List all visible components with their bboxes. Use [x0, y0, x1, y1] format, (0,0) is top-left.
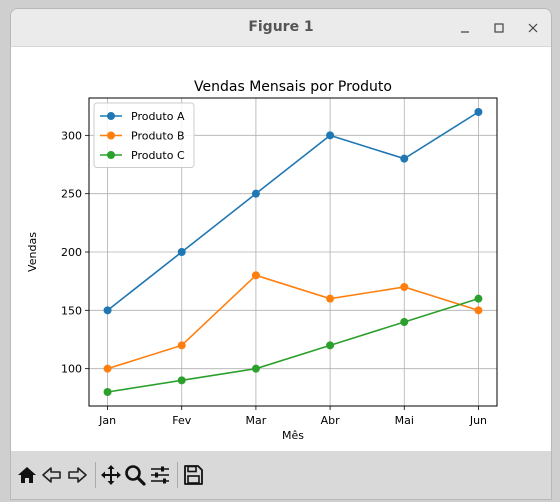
data-point [400, 154, 409, 163]
maximize-icon [494, 23, 504, 33]
pan-icon [101, 465, 121, 485]
x-tick-label: Abr [321, 414, 341, 427]
data-point [177, 341, 186, 350]
data-point [177, 248, 186, 256]
axis-ticks: Jan Fev Mar Abr Mai Jun 100 150 200 250 300 [61, 129, 487, 427]
y-tick-label: 100 [61, 363, 82, 376]
toolbar-separator [95, 462, 96, 488]
toolbar-separator [177, 462, 178, 488]
data-point [326, 131, 335, 140]
legend-box [93, 102, 195, 168]
window-title: Figure 1 [248, 19, 314, 35]
figure-canvas: Jan Fev Mar Abr Mai Jun 100 150 200 250 300 Vendas… [11, 47, 551, 451]
x-tick-label: Mai [395, 414, 414, 427]
forward-arrow-icon [68, 467, 87, 483]
series-layer [103, 108, 483, 396]
zoom-icon [125, 465, 146, 486]
close-button[interactable] [523, 18, 543, 38]
minimize-icon [461, 31, 469, 33]
series-produto-c [103, 294, 483, 396]
legend-label: Produto B [131, 130, 185, 143]
y-tick-label: 250 [61, 188, 82, 201]
legend-label: Produto C [131, 149, 185, 162]
x-tick-label: Jun [469, 414, 487, 427]
legend-marker [107, 131, 115, 140]
data-point [474, 108, 483, 116]
data-point [251, 271, 260, 280]
home-icon [18, 467, 36, 483]
data-point [474, 306, 483, 315]
legend-marker [107, 151, 115, 159]
forward-button[interactable] [65, 463, 89, 487]
x-tick-label: Fev [172, 414, 191, 427]
home-button[interactable] [15, 463, 39, 487]
close-icon [528, 23, 538, 33]
data-point [400, 318, 409, 326]
line-chart: Jan Fev Mar Abr Mai Jun 100 150 200 250 300 Vendas… [26, 79, 498, 442]
save-icon [184, 465, 203, 485]
y-tick-label: 200 [61, 246, 82, 259]
y-tick-label: 150 [61, 304, 82, 317]
x-tick-label: Mar [246, 414, 267, 427]
data-point [474, 294, 483, 303]
navigation-toolbar [11, 451, 551, 499]
data-point [326, 294, 335, 303]
data-point [251, 364, 260, 373]
configure-subplots-button[interactable] [148, 463, 172, 487]
pan-button[interactable] [99, 463, 123, 487]
data-point [400, 283, 409, 291]
series-line [107, 274, 479, 370]
legend-marker [107, 112, 115, 120]
data-point [326, 341, 335, 350]
y-tick-label: 300 [61, 129, 82, 142]
x-axis-label: Mês [282, 429, 304, 442]
series-produto-b [103, 271, 483, 373]
configure-subplots-icon [151, 466, 169, 484]
data-point [103, 388, 112, 396]
zoom-button[interactable] [123, 463, 147, 487]
chart-title: Vendas Mensais por Produto [194, 79, 392, 95]
series-line [107, 111, 479, 311]
legend-label: Produto A [131, 110, 185, 123]
back-arrow-icon [42, 467, 61, 483]
data-point [103, 364, 112, 373]
title-bar: Figure 1 [11, 9, 551, 47]
save-button[interactable] [181, 463, 205, 487]
data-point [251, 189, 260, 198]
data-point [103, 306, 112, 315]
series-produto-a [103, 108, 483, 315]
x-tick-label: Jan [98, 414, 116, 427]
minimize-button[interactable] [455, 18, 475, 38]
back-button[interactable] [40, 463, 64, 487]
figure-window: Figure 1 Jan Fev Mar Abr Mai Jun 100 150 200 250 3… [10, 8, 552, 500]
legend: Produto A Produto B Produto C [93, 102, 195, 168]
y-axis-label: Vendas [26, 232, 39, 272]
data-point [177, 376, 186, 385]
maximize-button[interactable] [489, 18, 509, 38]
series-line [107, 297, 479, 393]
grid-lines [89, 98, 497, 406]
